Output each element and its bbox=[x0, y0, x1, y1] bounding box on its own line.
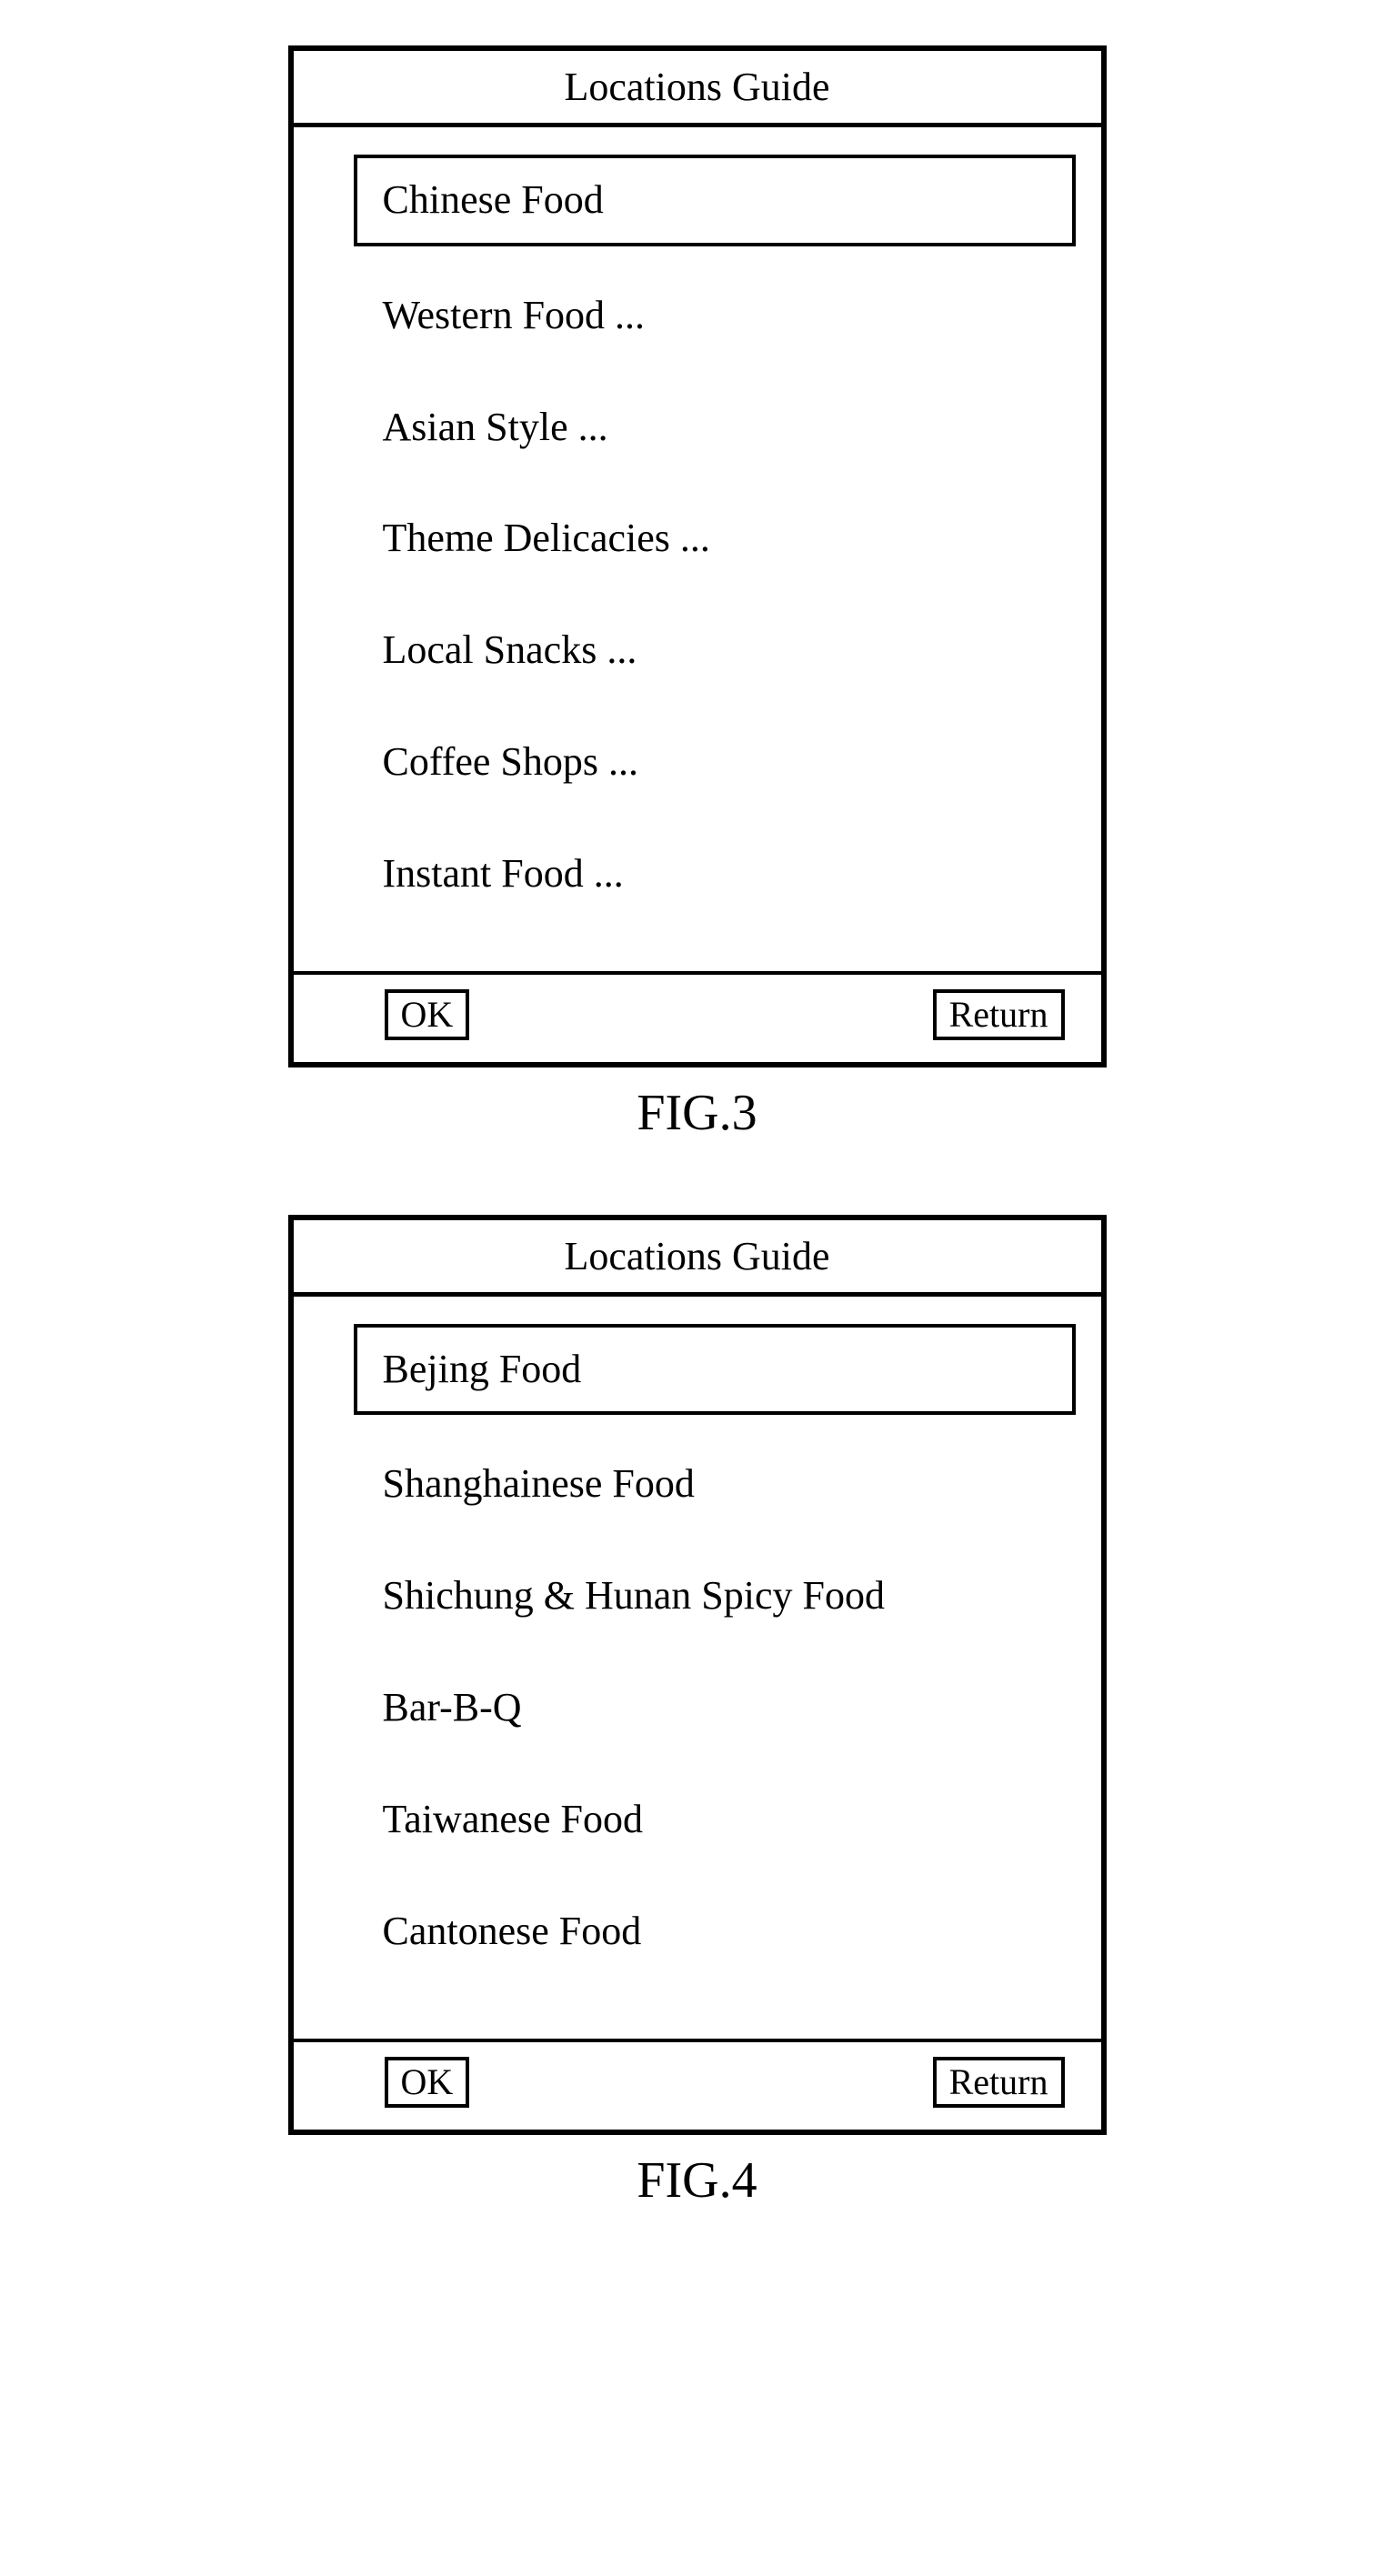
menu-item[interactable]: Asian Style ... bbox=[357, 386, 1065, 470]
menu-panel: Locations Guide Bejing Food Shanghainese… bbox=[288, 1215, 1107, 2135]
figure-4: Locations Guide Bejing Food Shanghainese… bbox=[288, 1215, 1107, 2210]
menu-item-selected[interactable]: Bejing Food bbox=[354, 1324, 1076, 1416]
menu-item-selected[interactable]: Chinese Food bbox=[354, 155, 1076, 246]
ok-button[interactable]: OK bbox=[385, 2057, 470, 2108]
panel-footer: OK Return bbox=[294, 975, 1101, 1062]
menu-item[interactable]: Taiwanese Food bbox=[357, 1778, 1065, 1862]
figure-3: Locations Guide Chinese Food Western Foo… bbox=[288, 45, 1107, 1142]
menu-list: Bejing Food Shanghainese Food Shichung &… bbox=[294, 1297, 1101, 2042]
figure-caption: FIG.3 bbox=[637, 1084, 757, 1142]
menu-item[interactable]: Bar-B-Q bbox=[357, 1666, 1065, 1750]
menu-panel: Locations Guide Chinese Food Western Foo… bbox=[288, 45, 1107, 1067]
ok-button[interactable]: OK bbox=[385, 989, 470, 1040]
menu-list: Chinese Food Western Food ... Asian Styl… bbox=[294, 127, 1101, 975]
menu-item[interactable]: Local Snacks ... bbox=[357, 608, 1065, 693]
return-button[interactable]: Return bbox=[933, 989, 1065, 1040]
menu-item[interactable]: Coffee Shops ... bbox=[357, 720, 1065, 805]
panel-title: Locations Guide bbox=[294, 51, 1101, 127]
menu-item[interactable]: Instant Food ... bbox=[357, 832, 1065, 917]
menu-item[interactable]: Western Food ... bbox=[357, 274, 1065, 358]
menu-item[interactable]: Cantonese Food bbox=[357, 1889, 1065, 1974]
panel-title: Locations Guide bbox=[294, 1220, 1101, 1297]
menu-item[interactable]: Shichung & Hunan Spicy Food bbox=[357, 1554, 1065, 1639]
panel-footer: OK Return bbox=[294, 2042, 1101, 2130]
return-button[interactable]: Return bbox=[933, 2057, 1065, 2108]
menu-item[interactable]: Shanghainese Food bbox=[357, 1442, 1065, 1527]
figure-caption: FIG.4 bbox=[637, 2151, 757, 2210]
menu-item[interactable]: Theme Delicacies ... bbox=[357, 496, 1065, 581]
